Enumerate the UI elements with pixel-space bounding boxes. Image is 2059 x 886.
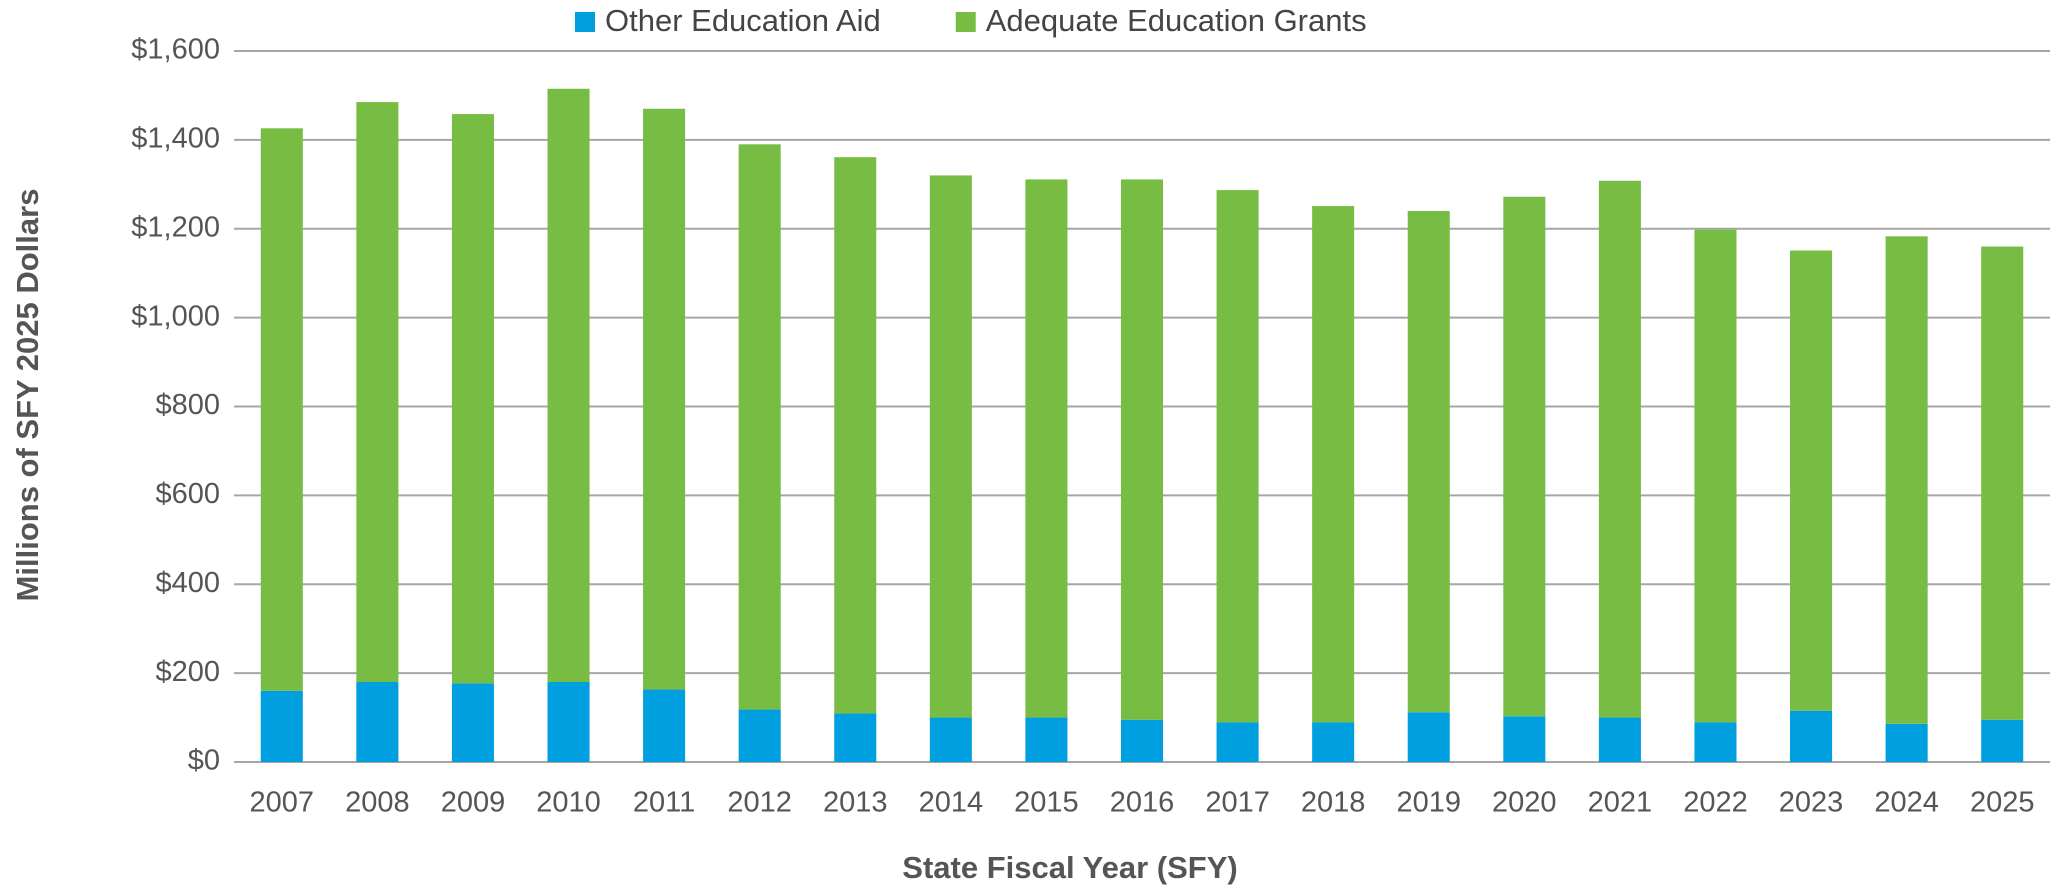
bar-segment	[834, 713, 877, 762]
x-tick-label: 2010	[536, 787, 601, 819]
bar-segment	[260, 690, 303, 762]
legend-label: Adequate Education Grants	[986, 3, 1367, 38]
x-tick-label: 2023	[1779, 787, 1844, 819]
x-tick-label: 2017	[1205, 787, 1270, 819]
y-tick-label: $1,200	[131, 211, 220, 243]
bar-segment	[929, 175, 972, 718]
bar-segment	[1025, 717, 1068, 762]
y-tick-label: $1,000	[131, 300, 220, 332]
bar-segment	[1790, 250, 1833, 711]
x-tick-label: 2025	[1970, 787, 2035, 819]
bar-segment	[643, 689, 686, 762]
x-tick-label: 2021	[1588, 787, 1653, 819]
y-tick-label: $200	[155, 656, 220, 688]
bar-segment	[738, 144, 781, 710]
bar-segment	[643, 108, 686, 690]
y-axis-title: Millions of SFY 2025 Dollars	[10, 189, 45, 602]
bar-segment	[356, 682, 399, 762]
bar-segment	[1694, 229, 1737, 723]
bar-segment	[1407, 712, 1450, 762]
y-tick-label: $400	[155, 567, 220, 599]
bar-segment	[1981, 719, 2024, 762]
bar-segment	[547, 88, 590, 683]
bar-segment	[1312, 206, 1355, 723]
bar-segment	[1598, 180, 1641, 718]
bar-segment	[834, 157, 877, 714]
bar-segment	[1790, 710, 1833, 762]
bar-segment	[1885, 723, 1928, 762]
bar-segment	[547, 682, 590, 762]
bar-segment	[1503, 196, 1546, 717]
bar-segment	[1694, 722, 1737, 762]
bar-segment	[1312, 722, 1355, 762]
bar-segment	[260, 128, 303, 691]
x-tick-label: 2020	[1492, 787, 1557, 819]
bar-segment	[1407, 210, 1450, 713]
bar-segment	[356, 102, 399, 683]
bar-segment	[1216, 722, 1259, 762]
x-tick-label: 2018	[1301, 787, 1366, 819]
bar-segment	[1120, 179, 1164, 720]
x-tick-label: 2008	[345, 787, 410, 819]
legend-label: Other Education Aid	[605, 3, 881, 38]
y-tick-label: $800	[155, 389, 220, 421]
x-tick-label: 2022	[1683, 787, 1748, 819]
bar-segment	[1120, 719, 1164, 762]
bar-segment	[451, 683, 494, 762]
bar-segment	[929, 717, 972, 762]
bar-segment	[1885, 236, 1928, 724]
legend-swatch	[955, 12, 976, 32]
y-tick-label: $1,600	[131, 34, 220, 66]
bar-segment	[1598, 717, 1641, 762]
x-tick-label: 2019	[1396, 787, 1461, 819]
x-tick-label: 2015	[1014, 787, 1079, 819]
y-tick-label: $1,400	[131, 123, 220, 155]
bar-segment	[1216, 190, 1259, 723]
x-tick-label: 2014	[919, 787, 984, 819]
bar-segment	[738, 709, 781, 762]
x-tick-label: 2009	[441, 787, 506, 819]
bar-segment	[1981, 246, 2024, 720]
x-tick-label: 2012	[727, 787, 792, 819]
x-tick-label: 2024	[1874, 787, 1939, 819]
bar-segment	[451, 114, 494, 684]
y-tick-label: $600	[155, 478, 220, 510]
x-tick-label: 2013	[823, 787, 888, 819]
x-axis-title: State Fiscal Year (SFY)	[902, 850, 1237, 885]
bar-segment	[1025, 179, 1068, 718]
bar-segment	[1503, 716, 1546, 762]
x-tick-label: 2007	[250, 787, 315, 819]
x-tick-label: 2011	[633, 787, 695, 819]
x-tick-label: 2016	[1110, 787, 1175, 819]
legend-swatch	[575, 12, 595, 32]
y-tick-label: $0	[188, 745, 220, 777]
